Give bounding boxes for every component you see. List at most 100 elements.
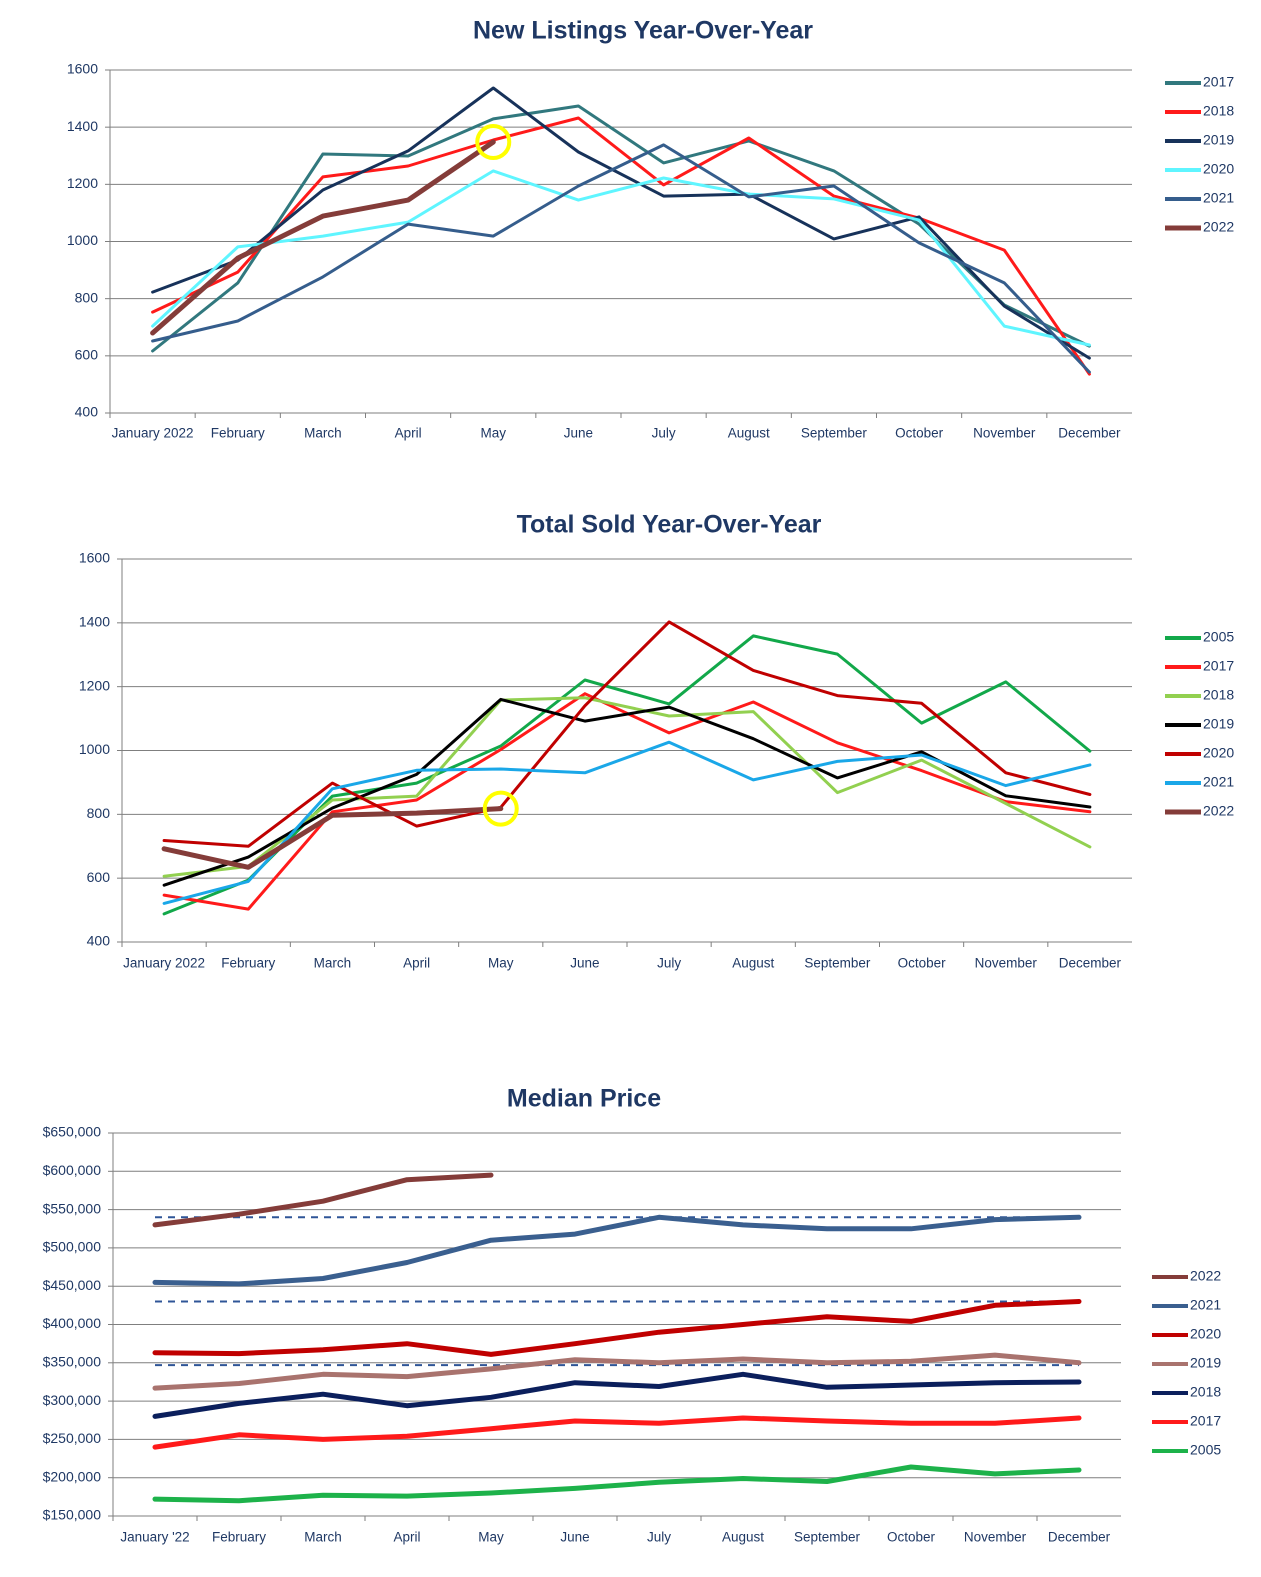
y-tick-label: 1000 (67, 232, 98, 248)
y-tick-label: 800 (87, 805, 111, 821)
series-line (152, 1352, 1082, 1391)
x-tick-label: October (895, 426, 944, 441)
legend-label: 2022 (1203, 803, 1234, 819)
x-tick-label: July (647, 1530, 671, 1545)
legend-label: 2021 (1203, 190, 1234, 206)
x-tick-label: August (732, 956, 774, 971)
x-tick-label: November (964, 1530, 1027, 1545)
series-line (151, 86, 1091, 360)
legend-label: 2022 (1203, 219, 1234, 235)
legend-label: 2021 (1203, 774, 1234, 790)
x-tick-label: September (804, 956, 871, 971)
x-tick-label: November (975, 956, 1038, 971)
legend-label: 2020 (1190, 1326, 1221, 1342)
y-tick-label: $550,000 (43, 1200, 102, 1216)
x-tick-label: April (393, 1530, 420, 1545)
y-tick-label: $300,000 (43, 1392, 102, 1408)
chart-title: Total Sold Year-Over-Year (517, 511, 822, 539)
x-tick-label: February (221, 956, 275, 971)
series-line (162, 696, 1092, 878)
y-tick-label: 1200 (67, 175, 98, 191)
legend-label: 2017 (1203, 74, 1234, 90)
y-tick-label: $350,000 (43, 1354, 102, 1370)
x-tick-label: April (403, 956, 430, 971)
legend-label: 2018 (1203, 687, 1234, 703)
legend-label: 2022 (1190, 1268, 1221, 1284)
legend-label: 2021 (1190, 1297, 1221, 1313)
x-tick-label: May (488, 956, 514, 971)
highlight-circle (475, 124, 512, 161)
y-tick-label: 1000 (79, 741, 110, 757)
legend-label: 2017 (1203, 658, 1234, 674)
legend-label: 2019 (1190, 1355, 1221, 1371)
x-tick-label: October (887, 1530, 936, 1545)
series-line (151, 116, 1091, 376)
y-tick-label: 1600 (67, 61, 98, 77)
x-tick-label: March (314, 956, 352, 971)
x-tick-label: July (657, 956, 681, 971)
legend-label: 2018 (1190, 1384, 1221, 1400)
y-tick-label: 600 (87, 869, 111, 885)
y-tick-label: $250,000 (43, 1430, 102, 1446)
chart-title: Median Price (507, 1085, 661, 1113)
x-tick-label: August (728, 426, 770, 441)
series-line (150, 139, 496, 336)
legend-label: 2019 (1203, 716, 1234, 732)
x-tick-label: November (973, 426, 1036, 441)
x-tick-label: February (211, 426, 265, 441)
legend-label: 2017 (1190, 1413, 1221, 1429)
x-tick-label: May (478, 1530, 504, 1545)
series-line (161, 806, 504, 870)
x-tick-label: March (304, 1530, 342, 1545)
series-line (152, 1415, 1082, 1450)
legend-label: 2018 (1203, 103, 1234, 119)
x-tick-label: October (898, 956, 947, 971)
x-tick-label: June (564, 426, 593, 441)
series-line (152, 1371, 1082, 1419)
y-tick-label: $200,000 (43, 1468, 102, 1484)
series-line (152, 1299, 1082, 1357)
legend-label: 2020 (1203, 161, 1234, 177)
y-tick-label: 1600 (79, 550, 110, 566)
x-tick-label: August (722, 1530, 764, 1545)
series-line (151, 143, 1091, 374)
x-tick-label: December (1058, 426, 1121, 441)
legend-label: 2019 (1203, 132, 1234, 148)
chart-title: New Listings Year-Over-Year (473, 17, 813, 45)
y-tick-label: 1400 (67, 118, 98, 134)
y-tick-label: $400,000 (43, 1315, 102, 1331)
y-tick-label: 400 (87, 933, 111, 949)
x-tick-label: June (570, 956, 599, 971)
x-tick-label: January 2022 (112, 426, 194, 441)
x-tick-label: April (395, 426, 422, 441)
series-line (152, 1214, 1082, 1287)
x-tick-label: June (560, 1530, 589, 1545)
x-tick-label: February (212, 1530, 266, 1545)
y-tick-label: $600,000 (43, 1162, 102, 1178)
y-tick-label: 1200 (79, 677, 110, 693)
x-tick-label: January '22 (120, 1530, 189, 1545)
y-tick-label: $500,000 (43, 1239, 102, 1255)
y-tick-label: $150,000 (43, 1507, 102, 1523)
x-tick-label: July (652, 426, 676, 441)
series-line (152, 1464, 1082, 1504)
x-tick-label: May (480, 426, 506, 441)
x-tick-label: March (304, 426, 342, 441)
legend-label: 2005 (1190, 1442, 1221, 1458)
y-tick-label: 600 (75, 347, 99, 363)
y-tick-label: 1400 (79, 614, 110, 630)
x-tick-label: September (801, 426, 868, 441)
x-tick-label: December (1059, 956, 1122, 971)
y-tick-label: 800 (75, 289, 99, 305)
series-line (151, 169, 1091, 347)
x-tick-label: December (1048, 1530, 1111, 1545)
series-line (162, 620, 1092, 848)
series-line (152, 1172, 494, 1228)
y-tick-label: $650,000 (43, 1124, 102, 1140)
y-tick-label: $450,000 (43, 1277, 102, 1293)
legend-label: 2020 (1203, 745, 1234, 761)
x-tick-label: January 2022 (123, 956, 205, 971)
y-tick-label: 400 (75, 404, 99, 420)
legend-label: 2005 (1203, 629, 1234, 645)
